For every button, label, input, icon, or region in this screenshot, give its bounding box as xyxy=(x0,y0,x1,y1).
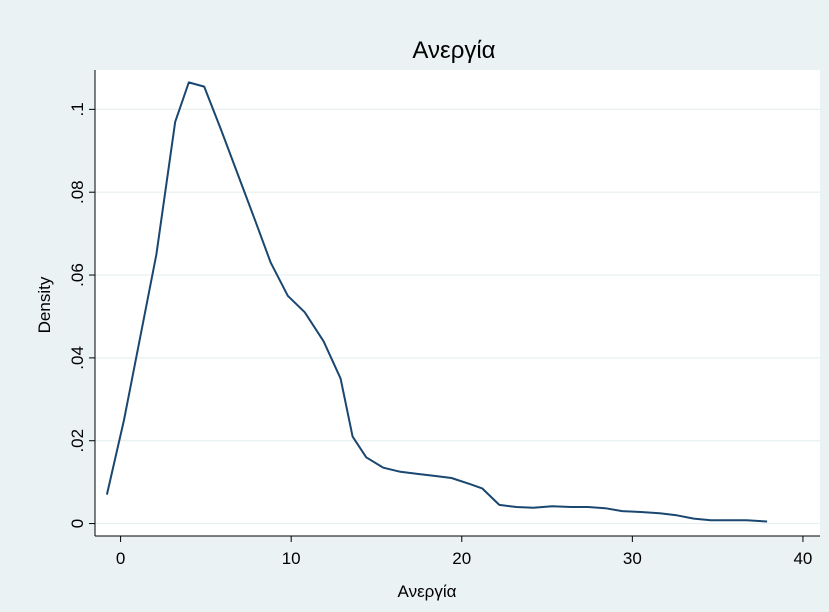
gridlines xyxy=(95,108,820,525)
y-tick-label: .04 xyxy=(68,346,87,370)
x-tick-label: 40 xyxy=(793,549,812,568)
x-tick-label: 20 xyxy=(452,549,471,568)
series-layer xyxy=(105,81,768,523)
y-axis-title: Density xyxy=(35,276,54,333)
y-tick-label: 0 xyxy=(68,519,87,528)
plot-area xyxy=(95,70,820,536)
density-line xyxy=(105,81,768,523)
y-tick-label: .06 xyxy=(68,263,87,287)
x-tick-label: 0 xyxy=(116,549,125,568)
x-tick-label: 10 xyxy=(282,549,301,568)
y-tick-label: .02 xyxy=(68,429,87,453)
y-tick-label: .1 xyxy=(68,102,87,116)
y-tick-label: .08 xyxy=(68,180,87,204)
x-axis-title: Ανεργία xyxy=(398,582,457,601)
axes: 0 .02 .04 .06 .08 .1 0 10 20 30 40 xyxy=(68,70,820,568)
x-tick-label: 30 xyxy=(623,549,642,568)
chart-title: Ανεργία xyxy=(412,37,495,64)
